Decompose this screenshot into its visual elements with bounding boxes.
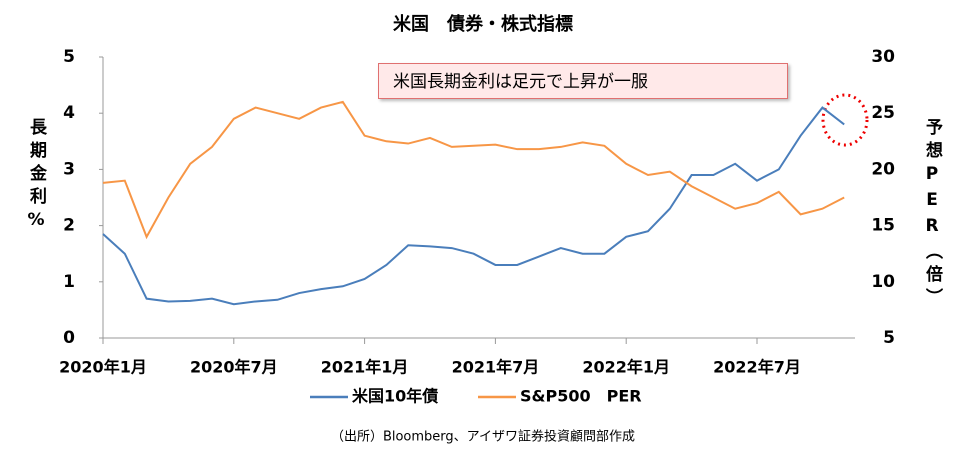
legend-label: 米国10年債 [352, 387, 438, 406]
y2-tick-label: 20 [871, 159, 895, 179]
y2-tick-label: 25 [871, 103, 895, 123]
legend-label: S&P500 PER [520, 387, 642, 406]
x-tick-label: 2021年7月 [452, 358, 540, 377]
series-line [102, 100, 845, 240]
chart-title: 米国 債券・株式指標 [393, 13, 573, 35]
y-tick-label: 1 [63, 272, 75, 292]
y-tick-label: 5 [63, 47, 75, 67]
y-tick-label: 4 [63, 103, 75, 123]
x-tick-label: 2021年1月 [321, 358, 409, 377]
series-line [102, 106, 845, 306]
source-note: （出所）Bloomberg、アイザワ証券投資顧問部作成 [331, 429, 635, 445]
y2-tick-label: 30 [871, 47, 895, 67]
x-tick-label: 2020年1月 [59, 358, 147, 377]
y-tick-label: 0 [63, 328, 75, 348]
x-tick-label: 2020年7月 [190, 358, 278, 377]
annotation: 米国長期金利は足元で上昇が一服 [378, 63, 788, 99]
highlight-circle [821, 93, 869, 147]
y2-tick-label: 15 [871, 216, 895, 236]
y2-tick-label: 5 [883, 328, 895, 348]
x-tick-label: 2022年7月 [713, 358, 801, 377]
y2-tick-label: 10 [871, 272, 895, 292]
y-tick-label: 2 [63, 216, 75, 236]
y2-axis-title: 予想PER（倍） [922, 118, 942, 311]
y-axis-title: 長期金利% [26, 118, 46, 236]
y-tick-label: 3 [63, 159, 75, 179]
x-tick-label: 2022年1月 [582, 358, 670, 377]
